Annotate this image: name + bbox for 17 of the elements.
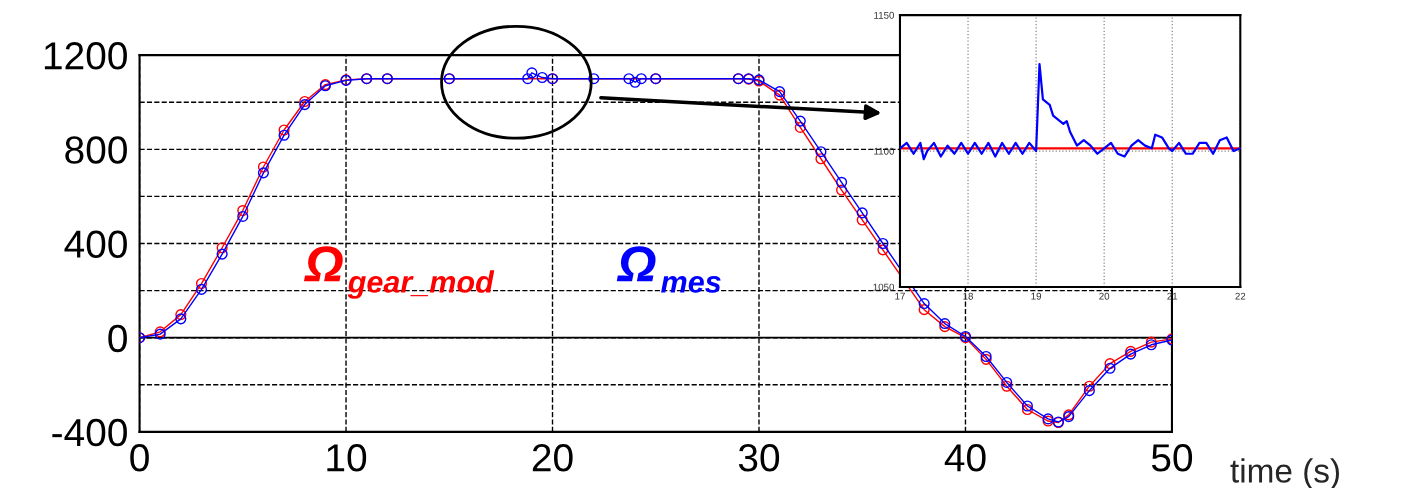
x-tick-label: 10	[327, 444, 367, 472]
x-tick-label: 20	[1099, 292, 1110, 300]
x-tick-label: 50	[1151, 444, 1193, 472]
y-tick-label: 1050	[873, 283, 895, 291]
x-tick-label: 19	[1031, 292, 1042, 300]
x-tick-label: 30	[738, 444, 780, 472]
y-tick-label: 1200	[44, 42, 127, 70]
x-tick-label: 22	[1235, 292, 1246, 300]
x-tick-label: 17	[895, 292, 905, 300]
x-tick-label: 40	[944, 444, 986, 472]
x-tick-label: 20	[532, 444, 573, 472]
y-tick-label: 0	[108, 324, 127, 353]
x-tick-label: 0	[130, 444, 149, 472]
y-tick-label: 800	[65, 136, 127, 164]
y-tick-label: -400	[52, 418, 127, 447]
y-tick-label: 400	[64, 230, 127, 258]
y-tick-label: 1150	[874, 11, 895, 19]
